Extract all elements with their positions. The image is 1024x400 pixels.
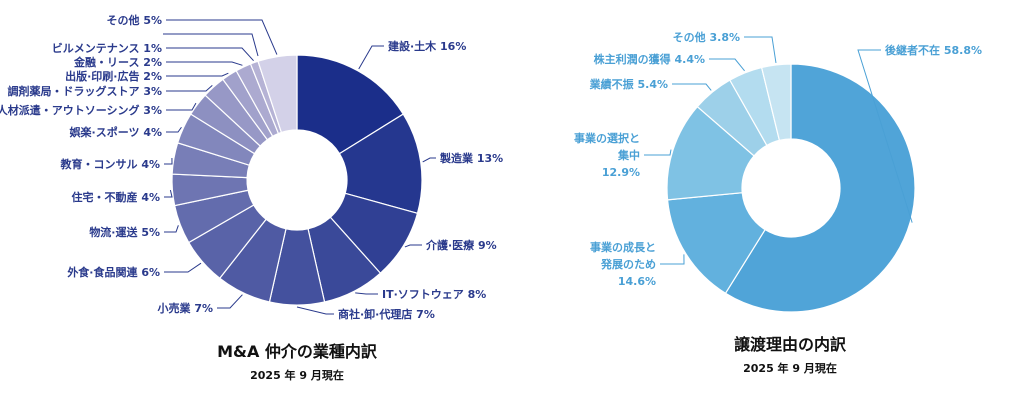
slice-label: 小売業 7% (156, 301, 213, 315)
slice-label: 株主利潤の獲得 4.4% (594, 52, 705, 66)
slice-label: 建設·土木 16% (388, 39, 466, 53)
slice-label: 娯楽·スポーツ 4% (70, 125, 162, 139)
leader-line (166, 84, 213, 92)
slice-label: 介護·医療 9% (425, 238, 497, 252)
leader-line (404, 244, 422, 248)
slice-label: 住宅・不動産 4% (71, 190, 160, 204)
slice-label: 事業の成長と (590, 240, 656, 254)
slice-label: 発展のため (600, 257, 656, 271)
slice-6 (760, 63, 792, 142)
leader-line (164, 262, 202, 273)
right-chart-subtitle: 2025 年 9 月現在 (743, 361, 837, 375)
leader-line (166, 47, 254, 61)
slice-label: 教育・コンサル 4% (59, 157, 160, 171)
slice-label: 14.6% (618, 275, 656, 288)
slice-label: 物流·運送 5% (89, 225, 160, 239)
slice-label: 後継者不在 58.8% (885, 43, 982, 57)
leader-line (709, 58, 745, 72)
slice-2 (666, 192, 766, 295)
leader-line (166, 126, 182, 133)
left-chart-subtitle: 2025 年 9 月現在 (250, 368, 344, 382)
leader-line (422, 157, 436, 163)
leader-line (164, 189, 173, 198)
leader-line (857, 49, 913, 223)
leader-line (744, 36, 777, 63)
leader-line (164, 157, 173, 165)
slice-label: IT·ソフトウェア 8% (382, 288, 486, 301)
leader-line (166, 61, 243, 66)
leader-line (166, 72, 229, 77)
slice-label: 人材派遣・アウトソーシング 3% (0, 103, 162, 117)
slice-1 (724, 63, 916, 313)
slice-label: ビルメンテナンス 1% (52, 41, 162, 55)
slice-label: 商社·卸·代理店 7% (338, 307, 435, 321)
leader-line (644, 149, 672, 156)
slice-label: その他 5% (106, 13, 162, 27)
leader-line (672, 83, 712, 91)
slice-label: 製造業 13% (439, 151, 503, 165)
slice-label: 外食·食品関連 6% (66, 265, 160, 279)
slice-label: その他 3.8% (673, 30, 740, 44)
leader-line (164, 225, 179, 233)
slice-label: 出版·印刷·広告 2% (65, 69, 162, 83)
slice-label: 事業の選択と (574, 131, 640, 145)
leader-line (358, 45, 384, 70)
leader-line (163, 33, 259, 57)
slice-label: 業績不振 5.4% (589, 77, 668, 91)
slice-17 (257, 54, 298, 134)
slice-1 (296, 54, 405, 155)
slice-label: 調剤薬局・ドラッグストア 3% (7, 84, 162, 98)
leader-line (296, 306, 334, 315)
leader-line (355, 292, 378, 295)
slice-label: 12.9% (602, 166, 640, 179)
leader-line (660, 254, 685, 265)
slice-label: 集中 (617, 148, 640, 162)
right-chart-title: 譲渡理由の内訳 (734, 335, 847, 354)
leader-line (166, 19, 278, 55)
industry-donut-chart: 建設·土木 16% 製造業 13% 介護·医療 9% IT·ソフトウェア 8% 商社·卸… (0, 13, 503, 321)
slice-label: 金融・リース 2% (73, 55, 162, 69)
leader-line (217, 294, 243, 309)
left-chart-title: M&A 仲介の業種内訳 (217, 342, 378, 361)
leader-line (166, 102, 197, 111)
